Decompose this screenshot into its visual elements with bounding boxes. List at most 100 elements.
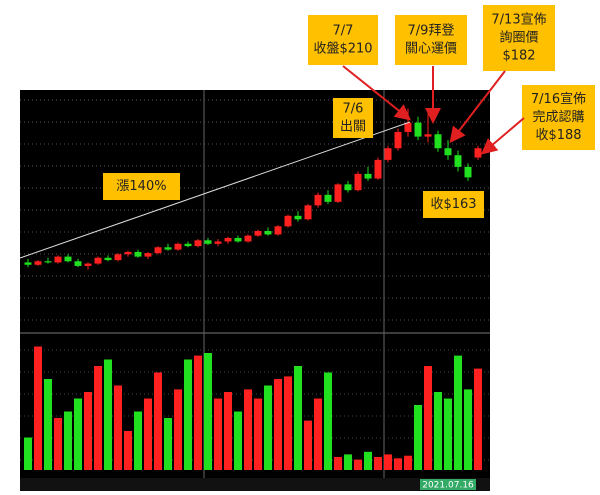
candle-body [444,148,452,156]
date-label: 2021.07.16 [422,481,474,491]
volume-bar [234,411,242,470]
annotation-box [483,5,555,71]
annotation-box [103,173,180,200]
volume-bar [114,385,122,470]
volume-bar [354,459,362,470]
marks [24,108,482,470]
candle-body [214,241,222,244]
annotation-text: 7/7 [333,24,354,39]
volume-bar [184,359,192,470]
arrow [480,117,525,155]
candle-body [454,155,462,167]
candle-body [114,254,122,261]
candle-body [254,230,262,236]
volume-bar [334,457,342,470]
arrow [449,70,506,144]
annotation-text: 出關 [340,120,366,135]
trend-line [19,121,411,259]
candle-body [184,243,192,247]
volume-bar [304,420,312,470]
volume-bar [404,455,412,470]
candle-body [244,235,252,242]
candle-body [234,237,242,242]
volume-bar [384,454,392,470]
candle-body [204,240,212,244]
candle-body [224,237,232,242]
volume-bar [214,398,222,470]
annotation-box [308,15,378,65]
volume-bar [124,431,132,470]
volume-bar [434,392,442,470]
arrows [342,65,525,155]
volume-bar [264,385,272,470]
annotation-text: 完成認購 [532,109,584,125]
volume-bar [394,458,402,470]
volume-bar [54,418,62,470]
candle-body [274,226,282,235]
volume-bar [194,355,202,470]
arrow [342,65,412,121]
candle-body [394,131,402,149]
candle-body [434,134,442,149]
annotation-box [423,191,484,218]
volume-bar [74,398,82,470]
candle-body [334,184,342,202]
candle-body [474,148,482,158]
volume-bar [34,346,42,470]
volume-bar [324,372,332,470]
candle-body [94,257,102,264]
volume-bar [424,366,432,470]
candle-body [264,230,272,235]
candle-body [44,261,52,263]
annotation-text: 關心運價 [405,42,457,57]
volume-bar [284,376,292,470]
candle-body [414,122,422,137]
annotation-text: 7/9拜登 [408,24,455,39]
volume-bar [174,389,182,470]
candle-body [314,194,322,206]
annotation-text: 7/6 [343,102,364,117]
annotation-text: 收盤$210 [313,42,372,57]
volume-bar [294,366,302,470]
annotation-text: 漲140% [116,179,166,194]
candle-body [84,263,92,266]
volume-bar [94,366,102,470]
annotation-text: 7/16宣佈 [531,91,586,107]
candle-body [124,251,132,255]
volume-bar [374,457,382,470]
candle-body [424,134,432,137]
volume-bar [444,398,452,470]
volume-bar [474,368,482,470]
candle-body [134,251,142,257]
volume-bar [464,389,472,470]
candle-body [294,215,302,220]
volume-bar [414,405,422,470]
volume-bar [274,379,282,470]
candle-body [174,243,182,250]
candle-body [364,173,372,179]
volume-bar [244,389,252,470]
volume-bar [84,392,92,470]
annotation-text: 收$163 [430,197,476,212]
volume-bar [164,418,172,470]
candle-body [344,184,352,191]
volume-bar [224,392,232,470]
candle-body [194,240,202,247]
candle-body [404,122,412,132]
annotation-box [333,98,373,138]
candle-body [304,205,312,220]
candle-body [384,148,392,160]
volume-bar [134,411,142,470]
candle-body [464,166,472,178]
candle-body [54,256,62,263]
volume-bar [104,359,112,470]
volume-bar [64,411,72,470]
candle-body [24,262,32,265]
candle-body [104,257,112,261]
volume-bar [454,355,462,470]
annotation-text: $182 [502,49,535,64]
candle-body [164,247,172,250]
candle-body [144,253,152,257]
